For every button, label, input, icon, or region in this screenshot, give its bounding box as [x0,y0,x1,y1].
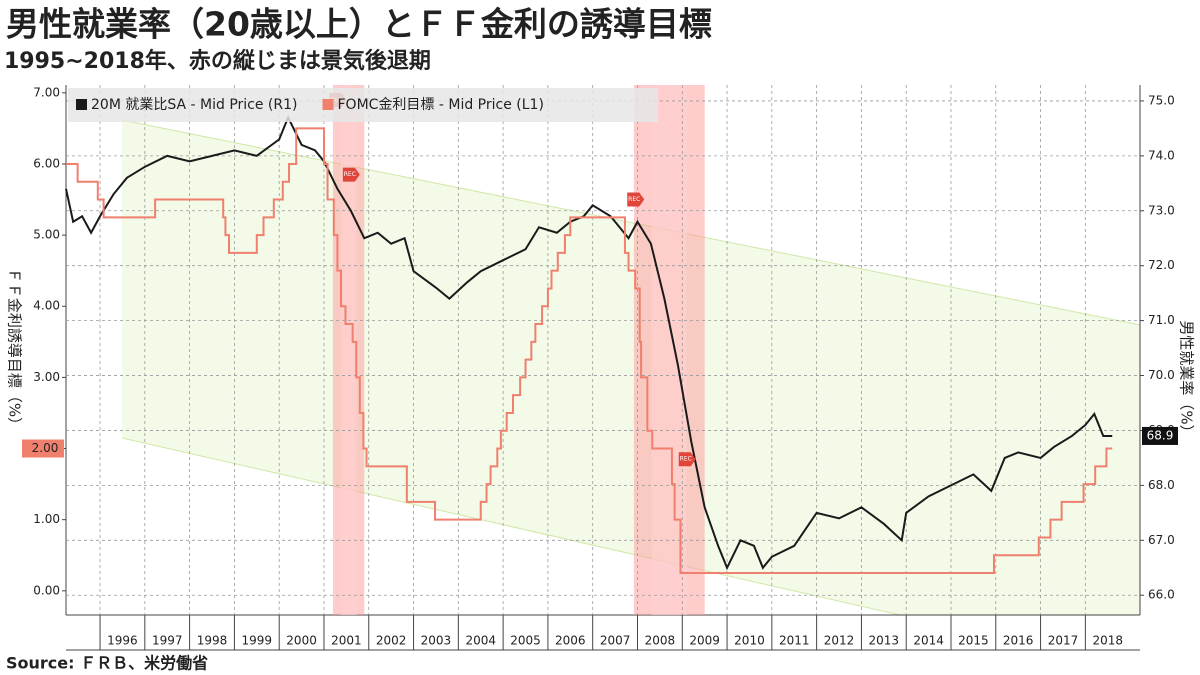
x-tick-label: 1999 [242,634,273,648]
x-tick-label: 2003 [421,634,452,648]
rec-marker [678,452,696,467]
x-tick-label: 1997 [152,634,183,648]
rec-label: REC [344,171,356,178]
x-tick-label: 2016 [1003,634,1034,648]
x-tick-label: 2007 [600,634,631,648]
x-tick-label: 2001 [331,634,362,648]
x-tick-label: 2009 [689,634,720,648]
y2-tick-label: 66.0 [1148,588,1175,602]
x-tick-label: 2011 [779,634,810,648]
rec-label: REC [628,196,640,203]
x-tick-label: 2002 [376,634,407,648]
rec-marker [342,167,360,182]
end-tag-box [1142,426,1178,445]
plot-area [121,119,1141,616]
y-tick-label: 1.00 [33,512,60,526]
end-tag: 68.9 [1142,426,1178,445]
y2-axis-title: 男性就業率（%） [1178,320,1196,439]
y-tick-label: 0.00 [33,583,60,597]
y2-tick-label: 70.0 [1148,368,1175,382]
x-tick-label: 2004 [465,634,496,648]
y-tick-label: 6.00 [33,156,60,170]
x-tick-label: 2017 [1048,634,1079,648]
x-tick-label: 1996 [107,634,138,648]
x-tick-label: 2013 [869,634,900,648]
trend-channel [122,120,1140,615]
y2-tick-label: 73.0 [1148,203,1175,217]
rec-label: REC [680,456,692,463]
legend-box [68,88,658,122]
x-tick-label: 2012 [824,634,855,648]
x-tick-label: 2014 [913,634,944,648]
y2-tick-label: 74.0 [1148,148,1175,162]
end-tag-box [22,439,64,458]
y-axis-title: ＦＦ金利誘導目標（%） [6,268,24,432]
legend: 20M 就業比SA - Mid Price (R1) FOMC金利目標 - Mid… [68,88,658,122]
x-tick-label: 2018 [1092,634,1123,648]
x-tick-label: 2000 [286,634,317,648]
x-tick-label: 2005 [510,634,541,648]
y2-tick-label: 75.0 [1148,93,1175,107]
legend-swatch [76,99,87,110]
x-tick-label: 1998 [197,634,228,648]
y-tick-label: 4.00 [33,299,60,313]
rec-marker [627,192,645,207]
source: Source: ＦＲＢ、米労働省 [6,654,208,673]
legend-swatch [322,99,334,110]
y2-tick-label: 71.0 [1148,313,1175,327]
series-line [66,127,1113,575]
channel-lower [121,437,901,616]
end-tag: 2.00 [22,439,64,458]
legend-label: 20M 就業比SA - Mid Price (R1) [91,97,298,113]
end-tag-label: 68.9 [1147,428,1174,442]
y2-tick-label: 67.0 [1148,533,1175,547]
recession-core [340,85,357,615]
x-tick-label: 2010 [734,634,765,648]
legend-label: FOMC金利目標 - Mid Price (L1) [338,97,544,113]
y2-tick-label: 72.0 [1148,258,1175,272]
y-tick-label: 3.00 [33,370,60,384]
y-tick-label: 7.00 [33,85,60,99]
series-line [65,114,1113,571]
chart-subtitle: 1995~2018年、赤の縦じまは景気後退期 [4,48,431,74]
x-tick-label: 2015 [958,634,989,648]
chart-title: 男性就業率（20歳以上）とＦＦ金利の誘導目標 [6,5,712,44]
channel-upper [121,119,1141,326]
y2-tick-label: 68.0 [1148,478,1175,492]
x-tick-label: 2006 [555,634,586,648]
end-tag-label: 2.00 [32,441,59,455]
y-tick-label: 5.00 [33,228,60,242]
recession-core [651,85,687,615]
x-tick-label: 2008 [645,634,676,648]
